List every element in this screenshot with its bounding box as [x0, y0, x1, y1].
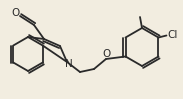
Text: O: O [12, 8, 20, 18]
Text: Cl: Cl [167, 30, 178, 40]
Text: O: O [103, 49, 111, 59]
Text: N: N [65, 59, 73, 69]
